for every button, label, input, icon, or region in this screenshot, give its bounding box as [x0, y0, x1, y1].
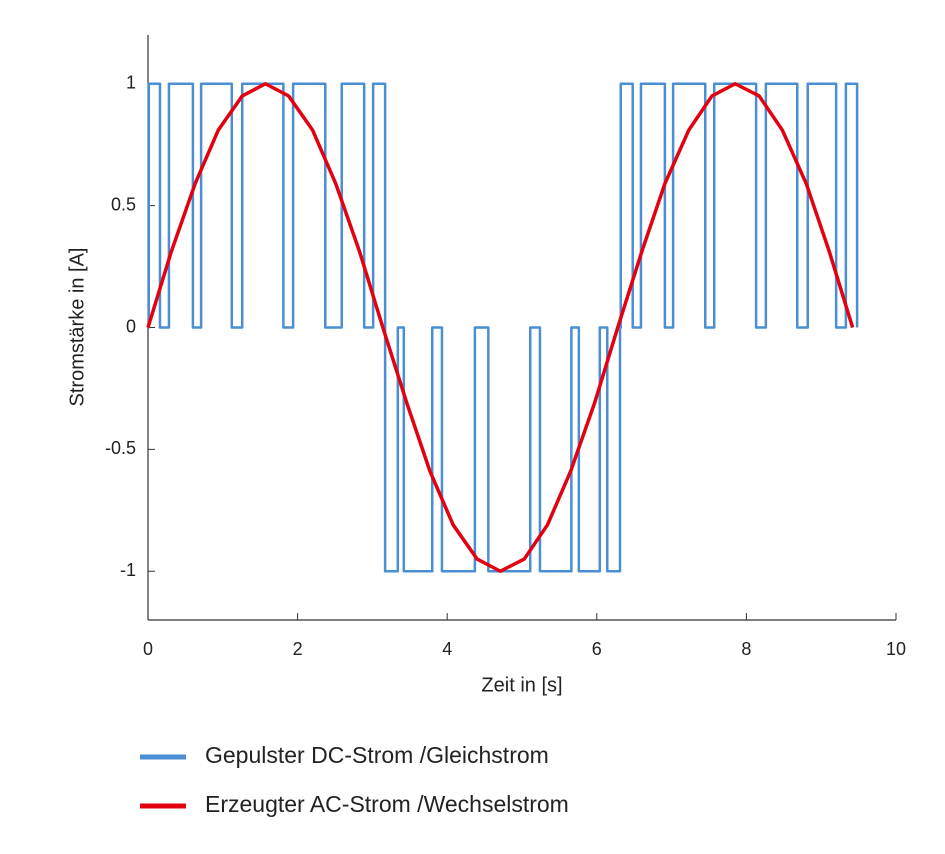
x-tick-label: 4	[442, 639, 452, 659]
legend-label: Gepulster DC-Strom /Gleichstrom	[205, 742, 549, 768]
legend-label: Erzeugter AC-Strom /Wechselstrom	[205, 791, 569, 817]
series-line	[146, 82, 855, 573]
y-tick-label: 0.5	[111, 194, 136, 214]
x-tick-label: 2	[293, 639, 303, 659]
x-tick-label: 8	[741, 639, 751, 659]
y-axis-label: Stromstärke in [A]	[66, 248, 88, 407]
y-tick-label: -0.5	[105, 438, 136, 458]
x-tick-label: 0	[143, 639, 153, 659]
y-tick-label: 0	[126, 316, 136, 336]
y-tick-label: -1	[120, 560, 136, 580]
x-axis-label: Zeit in [s]	[481, 674, 562, 696]
y-tick-label: 1	[126, 73, 136, 93]
x-tick-label: 10	[886, 639, 906, 659]
x-tick-label: 6	[592, 639, 602, 659]
series-line	[147, 82, 859, 573]
